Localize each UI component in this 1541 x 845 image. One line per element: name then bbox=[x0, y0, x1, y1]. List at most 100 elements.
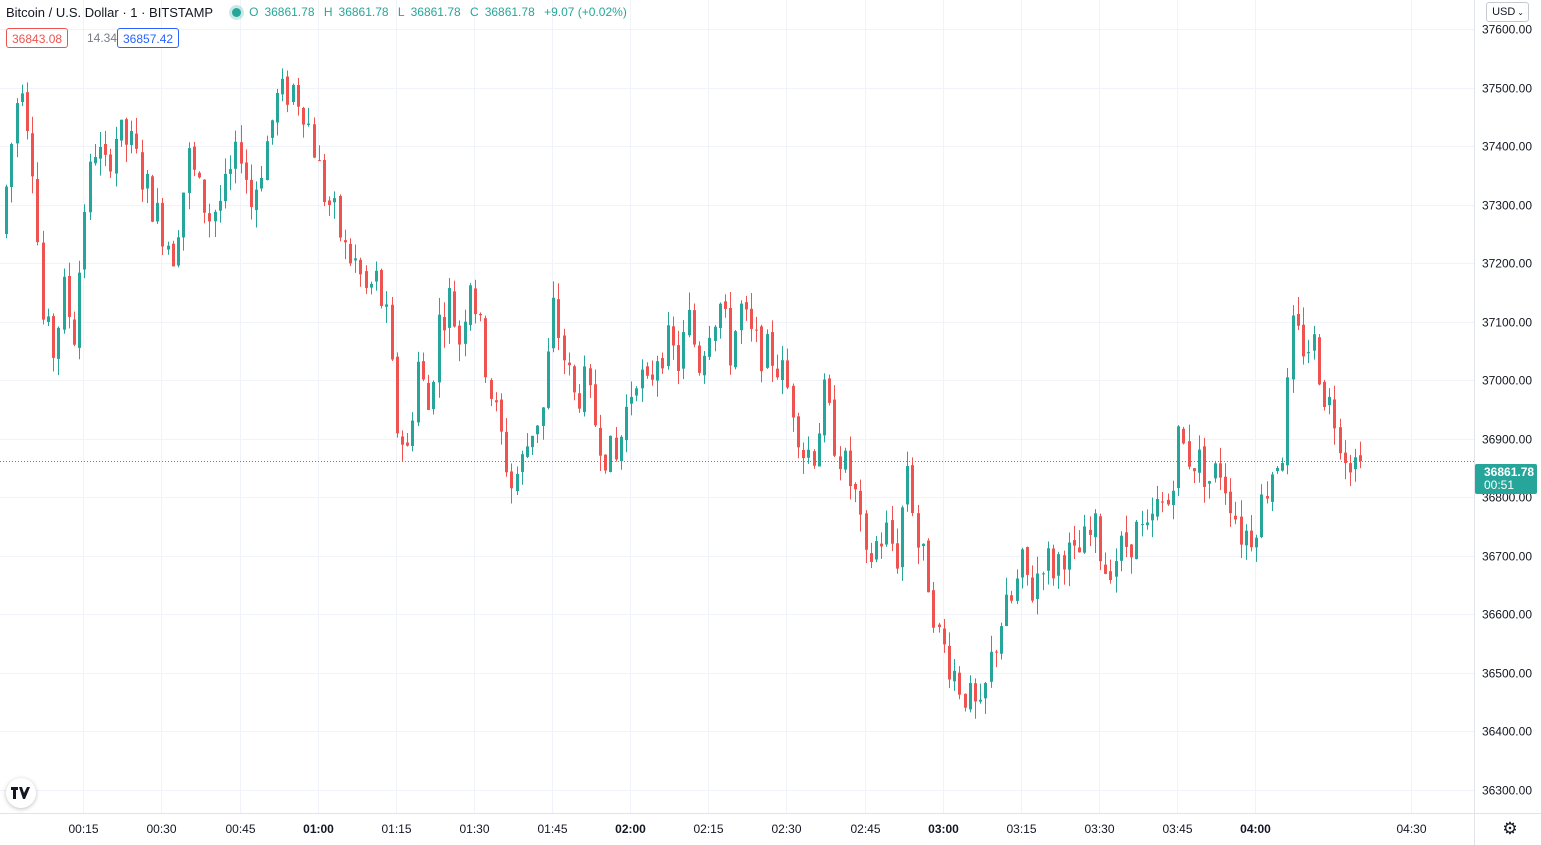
candle bbox=[938, 622, 941, 633]
candle bbox=[1120, 531, 1123, 572]
candle bbox=[719, 302, 722, 339]
candle bbox=[766, 329, 769, 369]
candle bbox=[1349, 454, 1352, 487]
candle bbox=[1125, 515, 1128, 558]
candle bbox=[1068, 532, 1071, 587]
time-tick-label: 01:30 bbox=[459, 822, 489, 836]
candle bbox=[1031, 565, 1034, 603]
time-axis[interactable]: 00:15 00:30 00:45 01:00 01:15 01:30 01:45 02:00… bbox=[68, 822, 1426, 836]
candle bbox=[1083, 514, 1086, 554]
candle bbox=[729, 292, 732, 375]
candle bbox=[1146, 509, 1149, 530]
tradingview-logo-icon[interactable] bbox=[6, 778, 36, 808]
candle bbox=[396, 352, 399, 438]
candle bbox=[1099, 513, 1102, 571]
candle bbox=[771, 320, 774, 382]
buy-price-button[interactable]: 36857.42 bbox=[117, 28, 180, 48]
candle bbox=[99, 131, 102, 176]
candle bbox=[1245, 524, 1248, 560]
market-open-dot-icon bbox=[232, 7, 242, 17]
candle bbox=[115, 126, 118, 187]
time-tick-label: 00:45 bbox=[225, 822, 255, 836]
candle bbox=[568, 352, 571, 376]
time-tick-label: 01:15 bbox=[381, 822, 411, 836]
candle bbox=[354, 244, 357, 273]
candle bbox=[922, 543, 925, 561]
candle bbox=[411, 412, 414, 452]
candle bbox=[167, 241, 170, 255]
high-value: 36861.78 bbox=[338, 5, 389, 19]
candle bbox=[1135, 519, 1138, 560]
candle bbox=[865, 510, 868, 564]
time-tick-label: 04:00 bbox=[1240, 822, 1271, 836]
candle bbox=[219, 184, 222, 223]
last-price-value: 36861.78 bbox=[1484, 465, 1535, 479]
time-tick-label: 02:45 bbox=[850, 822, 880, 836]
time-tick-label: 04:30 bbox=[1396, 822, 1426, 836]
candle bbox=[802, 442, 805, 474]
candle bbox=[474, 279, 477, 324]
time-tick-label: 00:30 bbox=[146, 822, 176, 836]
open-value: 36861.78 bbox=[264, 5, 315, 19]
candle bbox=[307, 107, 310, 127]
candle bbox=[651, 360, 654, 386]
candle bbox=[328, 196, 331, 217]
candle bbox=[1344, 440, 1347, 480]
sell-price-button[interactable]: 36843.08 bbox=[6, 28, 69, 48]
candle bbox=[31, 116, 34, 194]
candle bbox=[16, 98, 19, 158]
candle bbox=[47, 308, 50, 327]
candle bbox=[630, 381, 633, 416]
candle bbox=[688, 292, 691, 338]
chevron-down-icon: ⌄ bbox=[1517, 8, 1524, 17]
candle bbox=[453, 280, 456, 328]
candle bbox=[214, 209, 217, 238]
candle bbox=[156, 188, 159, 224]
candle bbox=[271, 119, 274, 145]
candle bbox=[828, 374, 831, 406]
currency-selector[interactable]: USD ⌄ bbox=[1486, 2, 1529, 22]
candle bbox=[1234, 501, 1237, 525]
candle bbox=[1016, 569, 1019, 605]
candle bbox=[531, 435, 534, 456]
candle bbox=[380, 268, 383, 309]
candle bbox=[927, 538, 930, 593]
close-value: 36861.78 bbox=[484, 5, 535, 19]
price-axis[interactable]: 37600.00 37500.00 37400.00 37300.00 37200.00… bbox=[1482, 23, 1532, 798]
time-tick-label: 03:00 bbox=[928, 822, 959, 836]
price-tick-label: 37200.00 bbox=[1482, 257, 1532, 271]
candle bbox=[781, 346, 784, 395]
candle bbox=[1078, 530, 1081, 553]
candle bbox=[995, 649, 998, 668]
candle bbox=[625, 394, 628, 453]
candle bbox=[427, 374, 430, 411]
candle bbox=[5, 184, 8, 239]
candle bbox=[1156, 485, 1159, 521]
symbol-title[interactable]: Bitcoin / U.S. Dollar · 1 · BITSTAMP bbox=[6, 4, 214, 20]
candle bbox=[542, 407, 545, 440]
candle bbox=[438, 297, 441, 398]
gear-icon[interactable]: ⚙ bbox=[1502, 819, 1518, 838]
candle bbox=[83, 204, 86, 279]
time-tick-label: 03:45 bbox=[1162, 822, 1192, 836]
candle bbox=[661, 352, 664, 374]
last-price-label: 36861.78 00:51 bbox=[1475, 464, 1537, 494]
candle bbox=[510, 463, 513, 504]
candle bbox=[911, 457, 914, 517]
candle bbox=[500, 393, 503, 445]
symbol-legend[interactable]: Bitcoin / U.S. Dollar · 1 · BITSTAMP O 36… bbox=[6, 3, 633, 21]
candle bbox=[1328, 388, 1331, 415]
candle bbox=[130, 120, 133, 154]
candle bbox=[724, 294, 727, 318]
candle bbox=[984, 682, 987, 714]
candle bbox=[979, 683, 982, 704]
candle bbox=[1094, 509, 1097, 554]
candle bbox=[1198, 435, 1201, 483]
price-tick-label: 37000.00 bbox=[1482, 374, 1532, 388]
candle bbox=[104, 130, 107, 167]
candle bbox=[255, 181, 258, 228]
candle bbox=[1010, 590, 1013, 604]
candle bbox=[891, 506, 894, 552]
candle bbox=[677, 330, 680, 385]
